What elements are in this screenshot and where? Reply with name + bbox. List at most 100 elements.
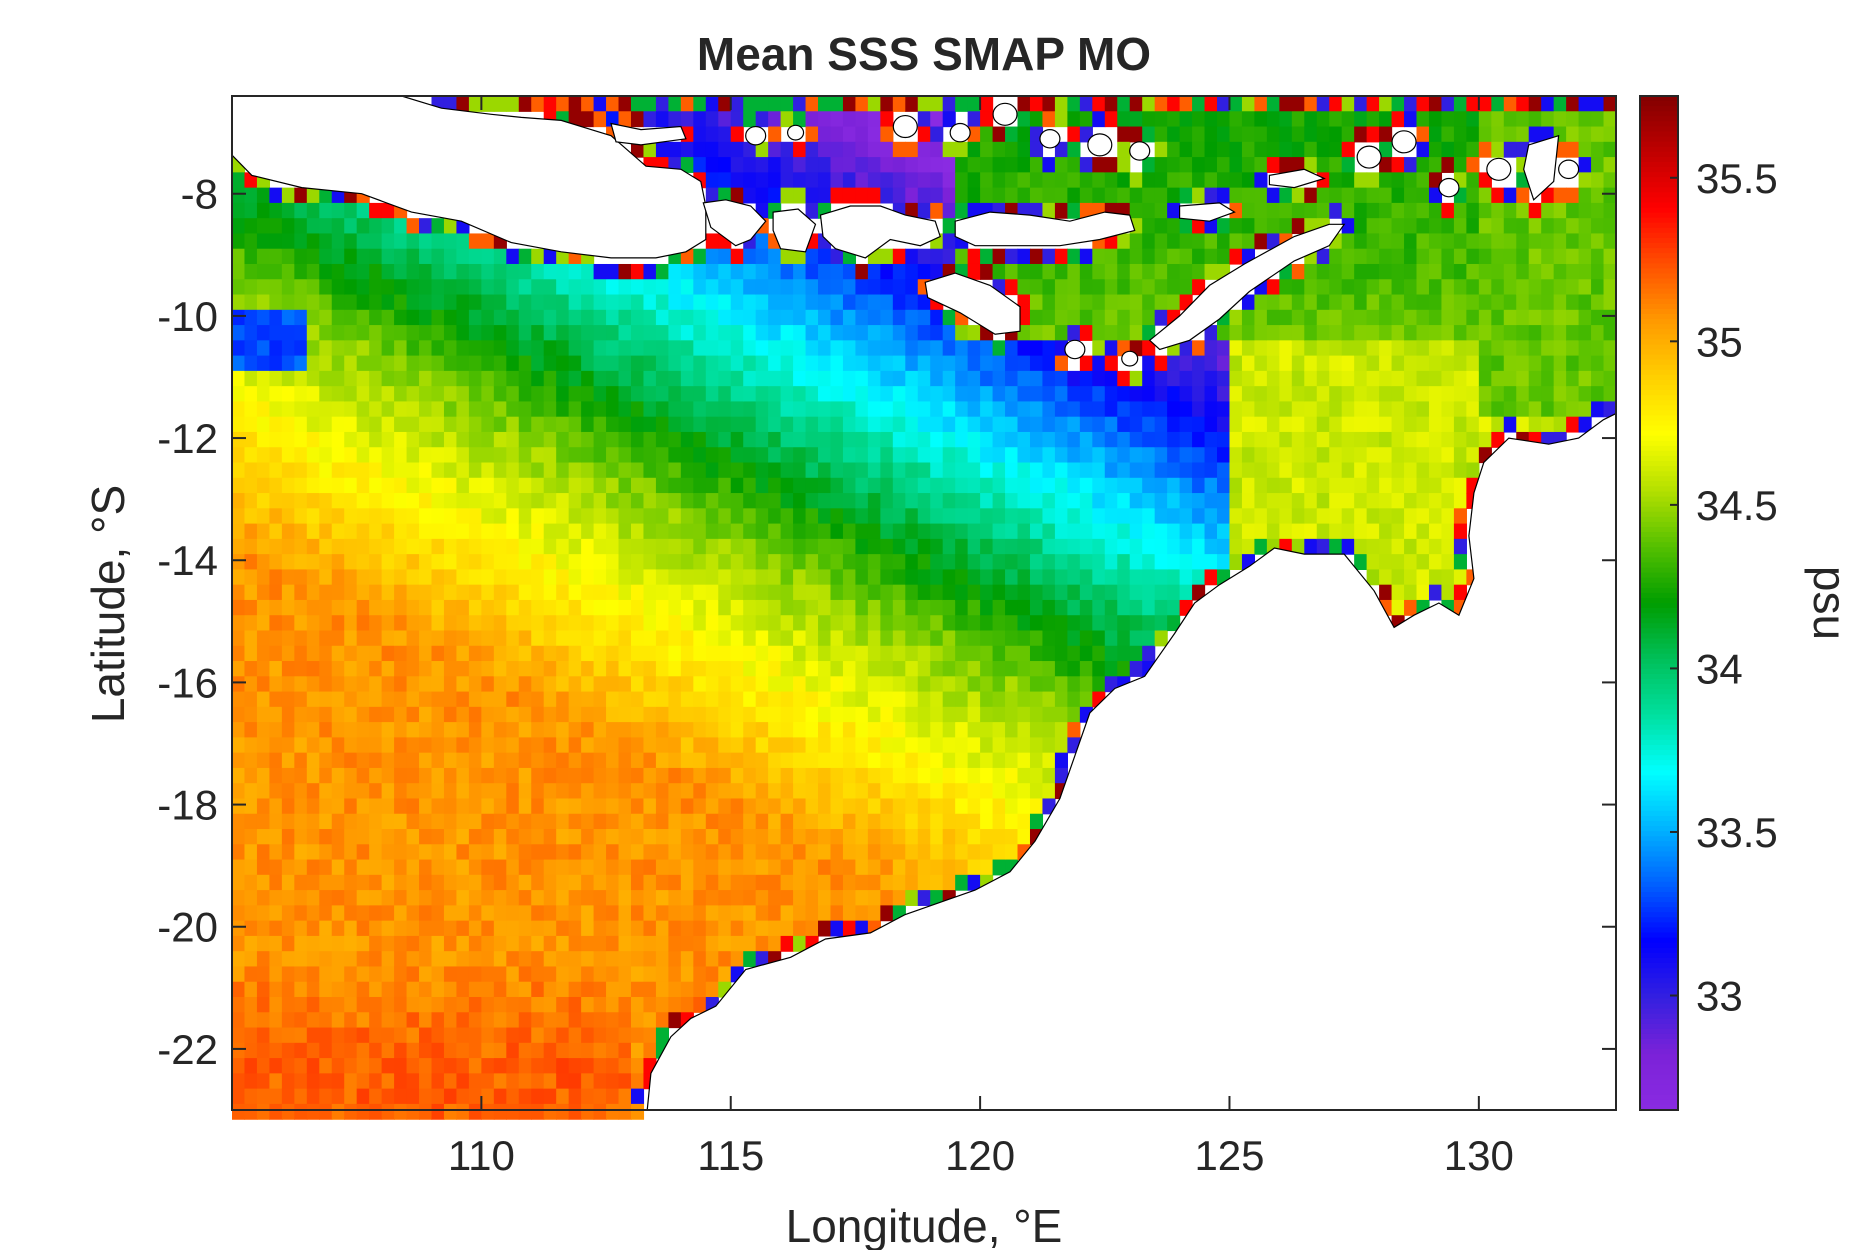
heatmap-cell: [1192, 96, 1206, 112]
heatmap-cell: [394, 340, 408, 357]
heatmap-cell: [867, 416, 881, 433]
heatmap-cell: [1129, 615, 1143, 632]
heatmap-cell: [456, 661, 470, 677]
heatmap-cell: [356, 661, 370, 677]
heatmap-cell: [768, 630, 782, 647]
heatmap-cell: [668, 1012, 682, 1029]
heatmap-cell: [1005, 508, 1019, 525]
heatmap-cell: [1142, 462, 1156, 479]
heatmap-cell: [768, 462, 782, 479]
heatmap-cell: [281, 706, 295, 723]
heatmap-cell: [319, 859, 333, 876]
heatmap-cell: [1391, 431, 1405, 448]
heatmap-cell: [1067, 447, 1081, 464]
heatmap-cell: [1217, 218, 1231, 235]
heatmap-cell: [1329, 141, 1343, 158]
heatmap-cell: [431, 874, 445, 891]
heatmap-cell: [269, 767, 283, 784]
heatmap-cell: [855, 157, 869, 173]
heatmap-cell: [1591, 401, 1605, 418]
heatmap-cell: [780, 401, 794, 418]
heatmap-cell: [643, 325, 657, 341]
heatmap-cell: [1167, 599, 1181, 616]
heatmap-cell: [294, 370, 308, 387]
heatmap-cell: [593, 96, 607, 112]
heatmap-cell: [1591, 279, 1605, 296]
heatmap-cell: [1042, 187, 1056, 204]
heatmap-cell: [1167, 615, 1181, 632]
heatmap-cell: [543, 462, 557, 479]
heatmap-cell: [419, 706, 433, 723]
heatmap-cell: [419, 951, 433, 968]
heatmap-cell: [755, 508, 769, 525]
heatmap-cell: [1142, 615, 1156, 632]
heatmap-cell: [630, 630, 645, 647]
heatmap-cell: [493, 767, 507, 784]
heatmap-cell: [880, 96, 894, 112]
heatmap-cell: [1029, 141, 1044, 158]
heatmap-cell: [306, 645, 320, 662]
heatmap-cell: [356, 477, 370, 494]
heatmap-cell: [743, 767, 757, 784]
heatmap-cell: [1391, 554, 1405, 570]
heatmap-cell: [1117, 569, 1131, 586]
heatmap-cell: [1266, 294, 1280, 311]
heatmap-cell: [581, 599, 595, 616]
heatmap-cell: [506, 951, 520, 968]
heatmap-cell: [1316, 386, 1330, 403]
heatmap-cell: [1578, 340, 1592, 357]
heatmap-cell: [1453, 141, 1467, 158]
heatmap-cell: [730, 737, 744, 754]
heatmap-cell: [705, 645, 719, 662]
heatmap-cell: [1379, 340, 1393, 357]
heatmap-cell: [842, 493, 857, 509]
heatmap-cell: [356, 1042, 370, 1059]
heatmap-cell: [1391, 493, 1405, 509]
heatmap-cell: [1054, 96, 1068, 112]
heatmap-cell: [793, 935, 807, 952]
heatmap-cell: [456, 645, 470, 662]
heatmap-cell: [693, 890, 707, 906]
heatmap-cell: [630, 401, 645, 418]
heatmap-cell: [506, 630, 520, 647]
heatmap-cell: [1254, 126, 1268, 143]
heatmap-cell: [992, 691, 1006, 708]
heatmap-cell: [581, 661, 595, 677]
heatmap-cell: [1192, 554, 1206, 570]
heatmap-cell: [1005, 157, 1019, 173]
heatmap-cell: [793, 111, 807, 128]
heatmap-cell: [543, 431, 557, 448]
heatmap-cell: [606, 340, 620, 357]
heatmap-cell: [256, 844, 271, 861]
heatmap-cell: [344, 1088, 358, 1105]
heatmap-cell: [1528, 263, 1542, 280]
heatmap-cell: [1578, 96, 1592, 112]
heatmap-cell: [1005, 599, 1019, 616]
heatmap-cell: [419, 523, 433, 540]
heatmap-cell: [805, 599, 819, 616]
heatmap-cell: [842, 538, 857, 555]
heatmap-cell: [618, 951, 632, 968]
heatmap-cell: [406, 661, 420, 677]
heatmap-cell: [1516, 233, 1530, 250]
heatmap-cell: [1316, 416, 1330, 433]
heatmap-cell: [768, 187, 782, 204]
heatmap-cell: [1067, 141, 1081, 158]
heatmap-cell: [281, 767, 295, 784]
heatmap-cell: [556, 966, 570, 983]
heatmap-cell: [244, 370, 258, 387]
heatmap-cell: [1092, 309, 1106, 326]
heatmap-cell: [1104, 111, 1118, 128]
heatmap-cell: [1067, 202, 1081, 219]
heatmap-cell: [805, 431, 819, 448]
heatmap-cell: [1241, 355, 1256, 372]
heatmap-cell: [1117, 584, 1131, 601]
heatmap-cell: [655, 737, 669, 754]
heatmap-cell: [1478, 248, 1492, 265]
heatmap-cell: [805, 325, 819, 341]
heatmap-cell: [1428, 279, 1443, 296]
heatmap-cell: [1404, 172, 1418, 189]
heatmap-cell: [618, 401, 632, 418]
heatmap-cell: [830, 661, 844, 677]
heatmap-cell: [431, 645, 445, 662]
